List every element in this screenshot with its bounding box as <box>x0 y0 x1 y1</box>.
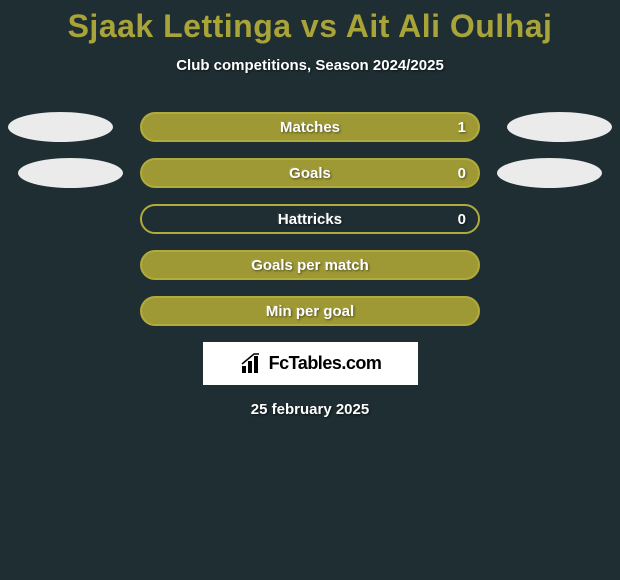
stat-row: Hattricks 0 <box>0 204 620 234</box>
decorative-ellipse <box>8 112 113 142</box>
logo-badge: FcTables.com <box>203 342 418 385</box>
stat-label: Hattricks <box>278 211 342 228</box>
stat-bars: Matches 1 Goals 0 Hattricks 0 Goals per match M… <box>0 112 620 326</box>
stat-row: Matches 1 <box>0 112 620 142</box>
subtitle: Club competitions, Season 2024/2025 <box>0 57 620 74</box>
bar-chart-icon <box>239 352 263 376</box>
decorative-ellipse <box>18 158 123 188</box>
page-title: Sjaak Lettinga vs Ait Ali Oulhaj <box>0 0 620 45</box>
stat-value: 0 <box>458 165 466 182</box>
stat-row: Goals per match <box>0 250 620 280</box>
stat-label: Min per goal <box>266 303 354 320</box>
stat-bar: Min per goal <box>140 296 480 326</box>
stat-row: Min per goal <box>0 296 620 326</box>
stat-bar: Goals 0 <box>140 158 480 188</box>
stat-bar: Goals per match <box>140 250 480 280</box>
date-label: 25 february 2025 <box>0 401 620 418</box>
stat-row: Goals 0 <box>0 158 620 188</box>
stat-label: Matches <box>280 119 340 136</box>
stat-label: Goals <box>289 165 331 182</box>
stat-bar: Matches 1 <box>140 112 480 142</box>
decorative-ellipse <box>507 112 612 142</box>
stat-value: 0 <box>458 211 466 228</box>
logo-text: FcTables.com <box>269 353 382 374</box>
stat-value: 1 <box>458 119 466 136</box>
decorative-ellipse <box>497 158 602 188</box>
stat-bar: Hattricks 0 <box>140 204 480 234</box>
stat-label: Goals per match <box>251 257 369 274</box>
